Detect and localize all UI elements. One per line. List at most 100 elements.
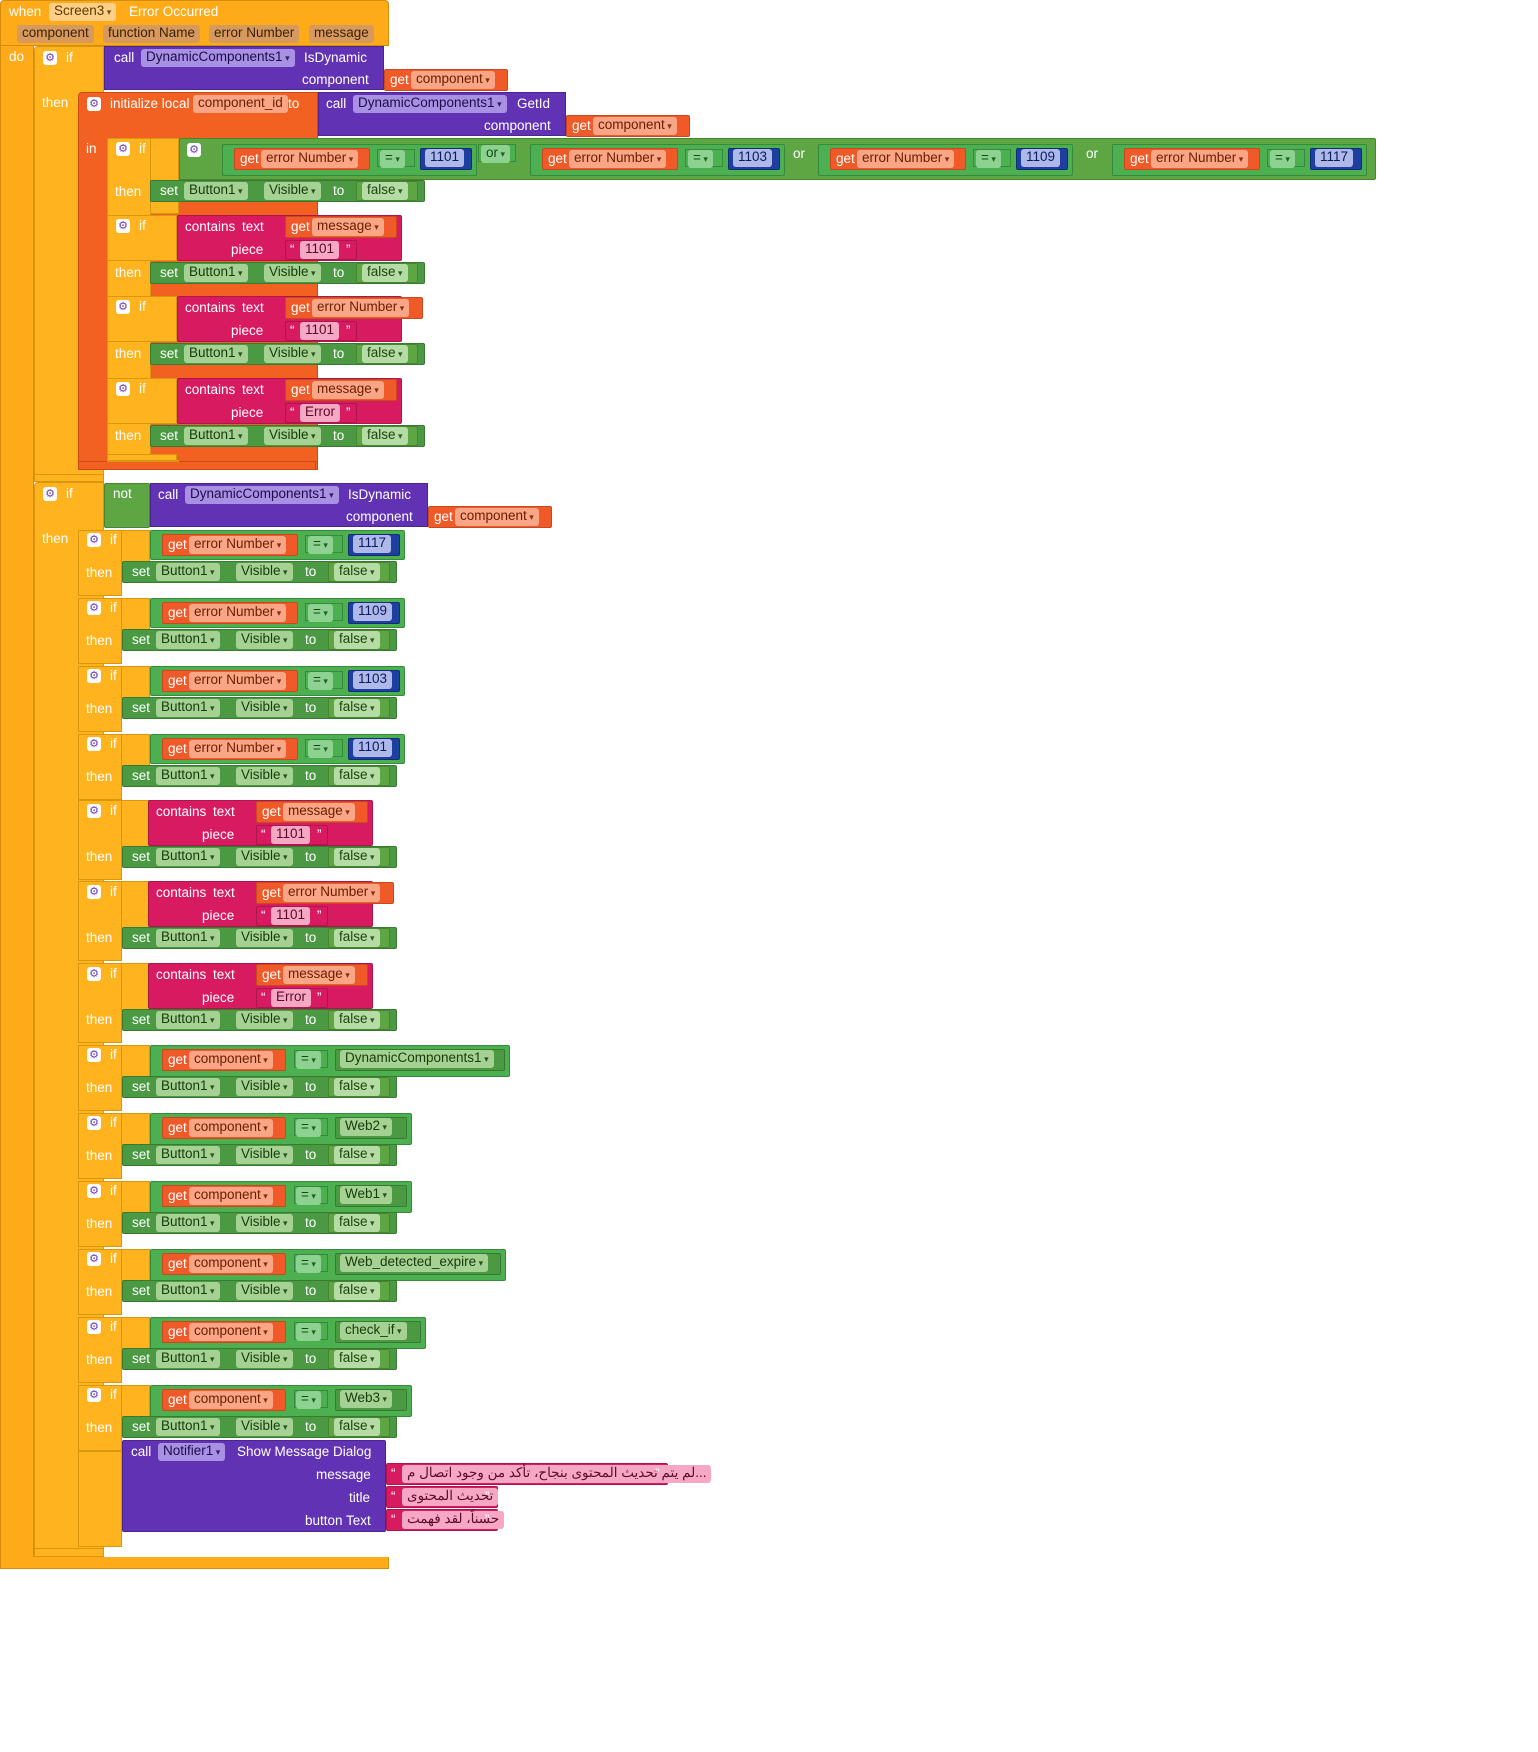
- button1-dropdown[interactable]: Button1: [156, 929, 220, 947]
- mutator-gear-icon[interactable]: ⚙: [43, 487, 57, 501]
- piece-text[interactable]: Error: [271, 989, 311, 1007]
- eq-dropdown[interactable]: =: [296, 1051, 321, 1069]
- number-n1101[interactable]: 1101: [353, 739, 393, 757]
- button1-dropdown[interactable]: Button1: [184, 264, 248, 282]
- piece-text[interactable]: Error: [300, 404, 340, 422]
- error-number-dropdown[interactable]: error Number: [569, 150, 667, 168]
- component-dropdown[interactable]: component: [411, 71, 495, 89]
- mutator-gear-icon[interactable]: ⚙: [87, 885, 101, 899]
- mutator-gear-icon[interactable]: ⚙: [87, 1320, 101, 1334]
- false-dropdown[interactable]: false: [334, 563, 380, 581]
- component-dropdown-5[interactable]: Web3: [340, 1390, 393, 1408]
- visible-dropdown[interactable]: Visible: [236, 1011, 293, 1029]
- false-dropdown[interactable]: false: [334, 699, 380, 717]
- button1-dropdown[interactable]: Button1: [156, 1146, 220, 1164]
- mutator-gear-icon[interactable]: ⚙: [116, 219, 130, 233]
- param-component[interactable]: component: [17, 25, 94, 43]
- eq-dropdown[interactable]: =: [296, 1391, 321, 1409]
- false-dropdown[interactable]: false: [334, 1214, 380, 1232]
- false-dropdown[interactable]: false: [334, 767, 380, 785]
- component-id-name[interactable]: component_id: [193, 95, 288, 113]
- visible-dropdown[interactable]: Visible: [236, 767, 293, 785]
- button1-dropdown[interactable]: Button1: [156, 1214, 220, 1232]
- visible-dropdown[interactable]: Visible: [264, 345, 321, 363]
- eq-dropdown[interactable]: =: [308, 740, 333, 758]
- mutator-gear-icon[interactable]: ⚙: [87, 967, 101, 981]
- false-dropdown[interactable]: false: [362, 345, 408, 363]
- error-number-dropdown[interactable]: error Number: [189, 604, 287, 622]
- error-number-dropdown[interactable]: error Number: [189, 672, 287, 690]
- false-dropdown[interactable]: false: [334, 1146, 380, 1164]
- component-dropdown[interactable]: component: [189, 1051, 273, 1069]
- eq-dropdown[interactable]: =: [380, 150, 405, 168]
- button1-dropdown[interactable]: Button1: [184, 427, 248, 445]
- mutator-gear-icon[interactable]: ⚙: [116, 142, 130, 156]
- error-number-dropdown[interactable]: error Number: [857, 150, 955, 168]
- visible-dropdown[interactable]: Visible: [236, 1078, 293, 1096]
- eq-dropdown[interactable]: =: [296, 1187, 321, 1205]
- notifier-button-text[interactable]: حسناً، لقد فهمت: [402, 1511, 505, 1529]
- button1-dropdown[interactable]: Button1: [184, 345, 248, 363]
- mutator-gear-icon[interactable]: ⚙: [116, 300, 130, 314]
- component-dropdown-0[interactable]: DynamicComponents1: [340, 1050, 494, 1068]
- mutator-gear-icon[interactable]: ⚙: [87, 1388, 101, 1402]
- dynamiccomponents1-dropdown[interactable]: DynamicComponents1: [141, 49, 295, 67]
- component-dropdown[interactable]: component: [593, 117, 677, 135]
- piece-text[interactable]: 1101: [300, 322, 340, 340]
- visible-dropdown[interactable]: Visible: [236, 1146, 293, 1164]
- eq-dropdown[interactable]: =: [976, 150, 1001, 168]
- button1-dropdown[interactable]: Button1: [156, 1418, 220, 1436]
- component-dropdown-2[interactable]: Web1: [340, 1186, 393, 1204]
- false-dropdown[interactable]: false: [334, 1011, 380, 1029]
- false-dropdown[interactable]: false: [334, 1282, 380, 1300]
- component-dropdown[interactable]: component: [189, 1187, 273, 1205]
- eq-dropdown[interactable]: =: [308, 672, 333, 690]
- visible-dropdown[interactable]: Visible: [236, 563, 293, 581]
- false-dropdown[interactable]: false: [362, 182, 408, 200]
- button1-dropdown[interactable]: Button1: [156, 699, 220, 717]
- eq-dropdown[interactable]: =: [296, 1119, 321, 1137]
- mutator-gear-icon[interactable]: ⚙: [87, 601, 101, 615]
- param-message[interactable]: message: [309, 25, 374, 43]
- button1-dropdown[interactable]: Button1: [156, 1078, 220, 1096]
- eq-dropdown[interactable]: =: [1270, 150, 1295, 168]
- mutator-gear-icon[interactable]: ⚙: [87, 533, 101, 547]
- mutator-gear-icon[interactable]: ⚙: [87, 1184, 101, 1198]
- or-gear-icon[interactable]: ⚙: [187, 143, 201, 157]
- not-block[interactable]: [104, 483, 150, 528]
- initialize-gear-icon[interactable]: ⚙: [87, 97, 101, 111]
- button1-dropdown[interactable]: Button1: [156, 1011, 220, 1029]
- false-dropdown[interactable]: false: [334, 929, 380, 947]
- error-number-dropdown[interactable]: error Number: [189, 536, 287, 554]
- visible-dropdown[interactable]: Visible: [236, 699, 293, 717]
- visible-dropdown[interactable]: Visible: [236, 631, 293, 649]
- false-dropdown[interactable]: false: [362, 264, 408, 282]
- mutator-gear-icon[interactable]: ⚙: [43, 51, 57, 65]
- visible-dropdown[interactable]: Visible: [264, 182, 321, 200]
- component-dropdown[interactable]: component: [189, 1255, 273, 1273]
- eq-dropdown[interactable]: =: [688, 150, 713, 168]
- visible-dropdown[interactable]: Visible: [264, 264, 321, 282]
- param-error-number[interactable]: error Number: [209, 25, 300, 43]
- button1-dropdown[interactable]: Button1: [156, 563, 220, 581]
- number-n1117[interactable]: 1117: [353, 535, 392, 553]
- mutator-gear-icon[interactable]: ⚙: [87, 1116, 101, 1130]
- eq-dropdown[interactable]: =: [308, 536, 333, 554]
- component-dropdown[interactable]: component: [455, 508, 539, 526]
- component-dropdown-4[interactable]: check_if: [340, 1322, 407, 1340]
- component-dropdown[interactable]: component: [189, 1323, 273, 1341]
- false-dropdown[interactable]: false: [334, 848, 380, 866]
- visible-dropdown[interactable]: Visible: [236, 1214, 293, 1232]
- component-dropdown[interactable]: component: [189, 1391, 273, 1409]
- false-dropdown[interactable]: false: [334, 1078, 380, 1096]
- piece-text[interactable]: 1101: [271, 826, 311, 844]
- notifier1-dropdown[interactable]: Notifier1: [158, 1443, 226, 1461]
- screen3-dropdown[interactable]: Screen3: [49, 3, 117, 21]
- number-n1101[interactable]: 1101: [425, 149, 465, 167]
- error-number-dropdown[interactable]: error Number: [261, 150, 359, 168]
- component-dropdown[interactable]: component: [189, 1119, 273, 1137]
- dynamiccomponents1-dropdown[interactable]: DynamicComponents1: [353, 95, 507, 113]
- eq-dropdown[interactable]: =: [296, 1255, 321, 1273]
- number-n1109[interactable]: 1109: [1021, 149, 1061, 167]
- component-dropdown-3[interactable]: Web_detected_expire: [340, 1254, 489, 1272]
